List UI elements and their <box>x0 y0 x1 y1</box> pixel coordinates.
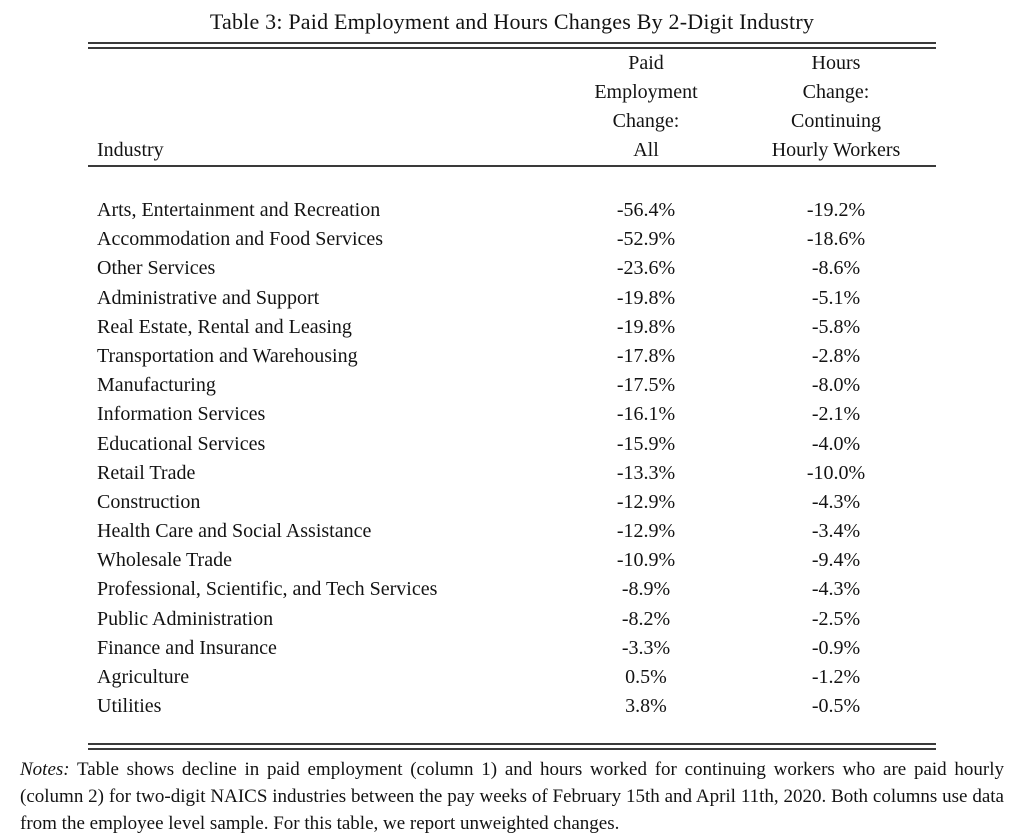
table-body: Arts, Entertainment and Recreation -56.4… <box>88 167 936 743</box>
table-top-double-rule <box>88 42 936 49</box>
hours-change-cell: -5.1% <box>811 286 861 309</box>
employment-change-cell: -52.9% <box>616 228 676 251</box>
hours-change-cell: -8.0% <box>811 374 861 397</box>
employment-change-cell: 3.8% <box>625 695 667 718</box>
table-header-row: Industry Paid Employment Change: All Hou… <box>88 49 936 165</box>
employment-change-cell: -17.5% <box>616 374 676 397</box>
table-row: Construction -12.9% -4.3% <box>88 488 936 517</box>
hours-change-cell: -2.1% <box>811 403 861 426</box>
industry-cell: Educational Services <box>97 432 266 455</box>
industry-cell: Arts, Entertainment and Recreation <box>97 199 381 221</box>
employment-change-cell: 0.5% <box>625 666 667 688</box>
employment-change-cell: -8.2% <box>621 607 671 630</box>
table-notes: Notes: Table shows decline in paid emplo… <box>20 756 1004 837</box>
industry-cell: Other Services <box>97 257 216 280</box>
employment-change-cell: -19.8% <box>616 315 676 338</box>
column-header-paid-employment-change: Paid Employment Change: All <box>556 49 736 165</box>
hours-change-cell: -4.0% <box>811 432 861 455</box>
header-separator-rule <box>88 165 936 167</box>
hours-change-cell: -2.8% <box>811 344 861 367</box>
hours-change-cell: -9.4% <box>811 549 861 572</box>
industry-cell: Wholesale Trade <box>97 549 232 572</box>
header-line: Continuing <box>790 110 881 132</box>
header-line: Employment <box>594 81 698 103</box>
employment-change-cell: -3.3% <box>621 636 671 659</box>
column-header-hours-change: Hours Change: Continuing Hourly Workers <box>736 49 936 165</box>
industry-cell: Professional, Scientific, and Tech Servi… <box>97 578 438 601</box>
table-row: Public Administration -8.2% -2.5% <box>88 605 936 634</box>
table-row: Retail Trade -13.3% -10.0% <box>88 459 936 488</box>
table-row: Real Estate, Rental and Leasing -19.8% -… <box>88 313 936 342</box>
table-row: Educational Services -15.9% -4.0% <box>88 430 936 459</box>
employment-change-cell: -15.9% <box>616 432 676 455</box>
employment-change-cell: -56.4% <box>616 199 676 221</box>
hours-change-cell: -10.0% <box>806 461 866 484</box>
employment-change-cell: -16.1% <box>616 403 676 426</box>
industry-cell: Information Services <box>97 403 266 426</box>
industry-cell: Administrative and Support <box>97 286 320 309</box>
table-row: Administrative and Support -19.8% -5.1% <box>88 284 936 313</box>
notes-text: Table shows decline in paid employment (… <box>20 759 1004 835</box>
table-row: Information Services -16.1% -2.1% <box>88 400 936 429</box>
hours-change-cell: -19.2% <box>806 199 866 221</box>
industry-cell: Transportation and Warehousing <box>97 344 358 367</box>
employment-change-cell: -12.9% <box>616 490 676 513</box>
employment-change-cell: -10.9% <box>616 549 676 572</box>
header-line: Hourly Workers <box>771 139 901 161</box>
hours-change-cell: -0.5% <box>811 695 861 718</box>
employment-change-cell: -19.8% <box>616 286 676 309</box>
table-row: Wholesale Trade -10.9% -9.4% <box>88 546 936 575</box>
hours-change-cell: -8.6% <box>811 257 861 280</box>
table-row: Finance and Insurance -3.3% -0.9% <box>88 634 936 663</box>
table-row: Accommodation and Food Services -52.9% -… <box>88 225 936 254</box>
hours-change-cell: -2.5% <box>811 607 861 630</box>
hours-change-cell: -4.3% <box>811 490 861 513</box>
hours-change-cell: -5.8% <box>811 315 861 338</box>
header-line: Paid <box>628 52 664 74</box>
industry-cell: Public Administration <box>97 607 274 630</box>
table-row: Professional, Scientific, and Tech Servi… <box>88 575 936 604</box>
table-row: Agriculture 0.5% -1.2% <box>88 663 936 692</box>
employment-change-cell: -23.6% <box>616 257 676 280</box>
industry-cell: Construction <box>97 490 201 513</box>
industry-cell: Utilities <box>97 695 162 718</box>
employment-change-cell: -8.9% <box>621 578 671 601</box>
employment-change-cell: -17.8% <box>616 344 676 367</box>
hours-change-cell: -3.4% <box>811 520 861 543</box>
table-row: Utilities 3.8% -0.5% <box>88 692 936 721</box>
table-bottom-double-rule <box>88 743 936 751</box>
employment-change-cell: -13.3% <box>616 461 676 484</box>
employment-table: Industry Paid Employment Change: All Hou… <box>88 42 936 751</box>
employment-change-cell: -12.9% <box>616 520 676 543</box>
header-line: Change: <box>802 81 870 103</box>
header-line: Change: <box>612 110 680 132</box>
industry-cell: Real Estate, Rental and Leasing <box>97 315 352 338</box>
page-title: Table 3: Paid Employment and Hours Chang… <box>209 9 815 34</box>
header-line: All <box>633 139 659 161</box>
table-row: Transportation and Warehousing -17.8% -2… <box>88 342 936 371</box>
table-row: Arts, Entertainment and Recreation -56.4… <box>88 196 936 225</box>
industry-cell: Finance and Insurance <box>97 636 277 659</box>
industry-cell: Agriculture <box>97 666 190 688</box>
header-line: Hours <box>811 52 861 74</box>
table-row: Manufacturing -17.5% -8.0% <box>88 371 936 400</box>
industry-cell: Retail Trade <box>97 461 196 484</box>
industry-cell: Accommodation and Food Services <box>97 228 384 251</box>
column-header-industry: Industry <box>97 139 164 161</box>
industry-cell: Manufacturing <box>97 374 216 397</box>
hours-change-cell: -4.3% <box>811 578 861 601</box>
table-row: Health Care and Social Assistance -12.9%… <box>88 517 936 546</box>
industry-cell: Health Care and Social Assistance <box>97 520 372 543</box>
notes-label: Notes: <box>20 759 70 781</box>
table-row: Other Services -23.6% -8.6% <box>88 254 936 283</box>
hours-change-cell: -18.6% <box>806 228 866 251</box>
hours-change-cell: -1.2% <box>811 666 861 688</box>
hours-change-cell: -0.9% <box>811 636 861 659</box>
